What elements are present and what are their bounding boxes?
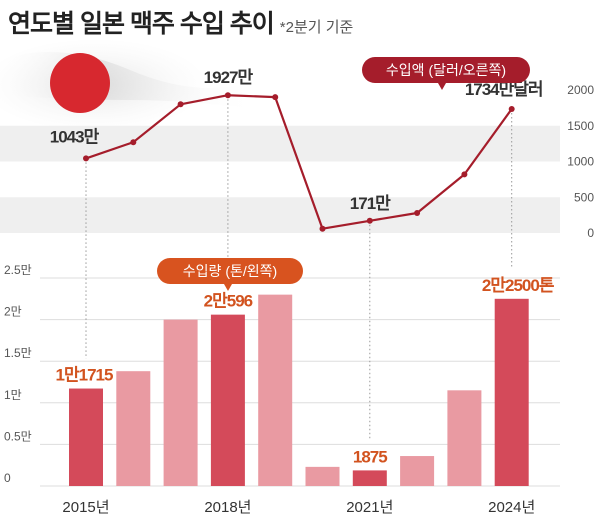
chart-title: 연도별 일본 맥주 수입 추이 xyxy=(8,10,275,38)
line-path xyxy=(85,94,513,230)
line-point-2016 xyxy=(130,139,137,146)
bar-legend: 수입량 (톤/왼쪽) xyxy=(157,258,303,291)
line-y-tick-label: 1500 xyxy=(567,119,594,133)
line-y-tick-label: 2000 xyxy=(567,83,594,97)
line-value-label: 1043만 xyxy=(50,127,100,146)
bar-value-label: 2만596 xyxy=(204,292,253,311)
line-point-2023 xyxy=(461,171,468,178)
line-value-label: 171만 xyxy=(350,194,391,213)
line-point-2019 xyxy=(272,94,279,101)
connector-lines xyxy=(85,95,513,441)
bar-value-label: 2만2500톤 xyxy=(482,276,555,295)
bar-series xyxy=(69,294,529,486)
bar-2019 xyxy=(258,294,293,486)
bar-2020 xyxy=(305,466,340,486)
bar-value-label: 1만1715 xyxy=(56,366,113,385)
line-point-2015 xyxy=(83,155,89,162)
line-y-tick-label: 1000 xyxy=(567,155,594,169)
line-point-2018 xyxy=(224,92,231,99)
bar-2017 xyxy=(163,319,198,486)
line-y-tick-label: 0 xyxy=(587,226,594,240)
bar-labels: 1만1715 2만596 1875 2만2500톤 xyxy=(56,276,556,467)
x-tick-label: 2018년 xyxy=(204,499,251,516)
line-band xyxy=(0,197,560,233)
bar-2021 xyxy=(352,470,387,486)
bar-y-tick-label: 0.5만 xyxy=(4,429,32,443)
x-tick-label: 2015년 xyxy=(62,499,109,516)
line-value-label: 1734만달러 xyxy=(465,79,543,99)
line-y-axis: 0 500 1000 1500 2000 xyxy=(567,83,594,240)
bar-y-tick-label: 2.5만 xyxy=(4,263,32,277)
bar-2024 xyxy=(494,298,529,486)
japan-flag-icon xyxy=(0,40,260,130)
line-legend-label: 수입액 (달러/오른쪽) xyxy=(386,62,506,78)
line-value-label: 1927만 xyxy=(204,68,254,87)
bar-legend-label: 수입량 (톤/왼쪽) xyxy=(183,263,277,279)
bar-2015 xyxy=(69,388,103,486)
line-labels: 1043만 1927만 171만 1734만달러 xyxy=(50,68,544,213)
line-legend: 수입액 (달러/오른쪽) xyxy=(362,57,530,90)
bar-2022 xyxy=(400,456,435,486)
x-tick-label: 2021년 xyxy=(346,499,393,516)
bar-y-tick-label: 0 xyxy=(4,471,11,485)
bar-y-tick-label: 1.5만 xyxy=(4,346,32,360)
bar-2016 xyxy=(116,371,151,486)
line-point-2020 xyxy=(319,225,326,232)
bar-value-label: 1875 xyxy=(353,447,387,466)
line-point-2022 xyxy=(414,209,421,216)
bar-y-axis: 0 0.5만 1만 1.5만 2만 2.5만 xyxy=(4,263,32,485)
bar-y-tick-label: 1만 xyxy=(4,388,22,402)
bar-2018 xyxy=(210,314,245,486)
line-y-tick-label: 500 xyxy=(574,190,594,204)
line-series xyxy=(83,92,515,232)
title-row: 연도별 일본 맥주 수입 추이 *2분기 기준 xyxy=(8,4,353,40)
chart-subtitle: *2분기 기준 xyxy=(279,19,354,36)
line-point-2017 xyxy=(177,101,184,108)
bar-y-tick-label: 2만 xyxy=(4,305,22,319)
line-point-2021 xyxy=(366,217,373,224)
x-axis: 2015년 2018년 2021년 2024년 xyxy=(62,499,535,516)
x-tick-label: 2024년 xyxy=(488,499,535,516)
bar-2023 xyxy=(447,390,482,486)
line-point-2024 xyxy=(508,106,515,113)
